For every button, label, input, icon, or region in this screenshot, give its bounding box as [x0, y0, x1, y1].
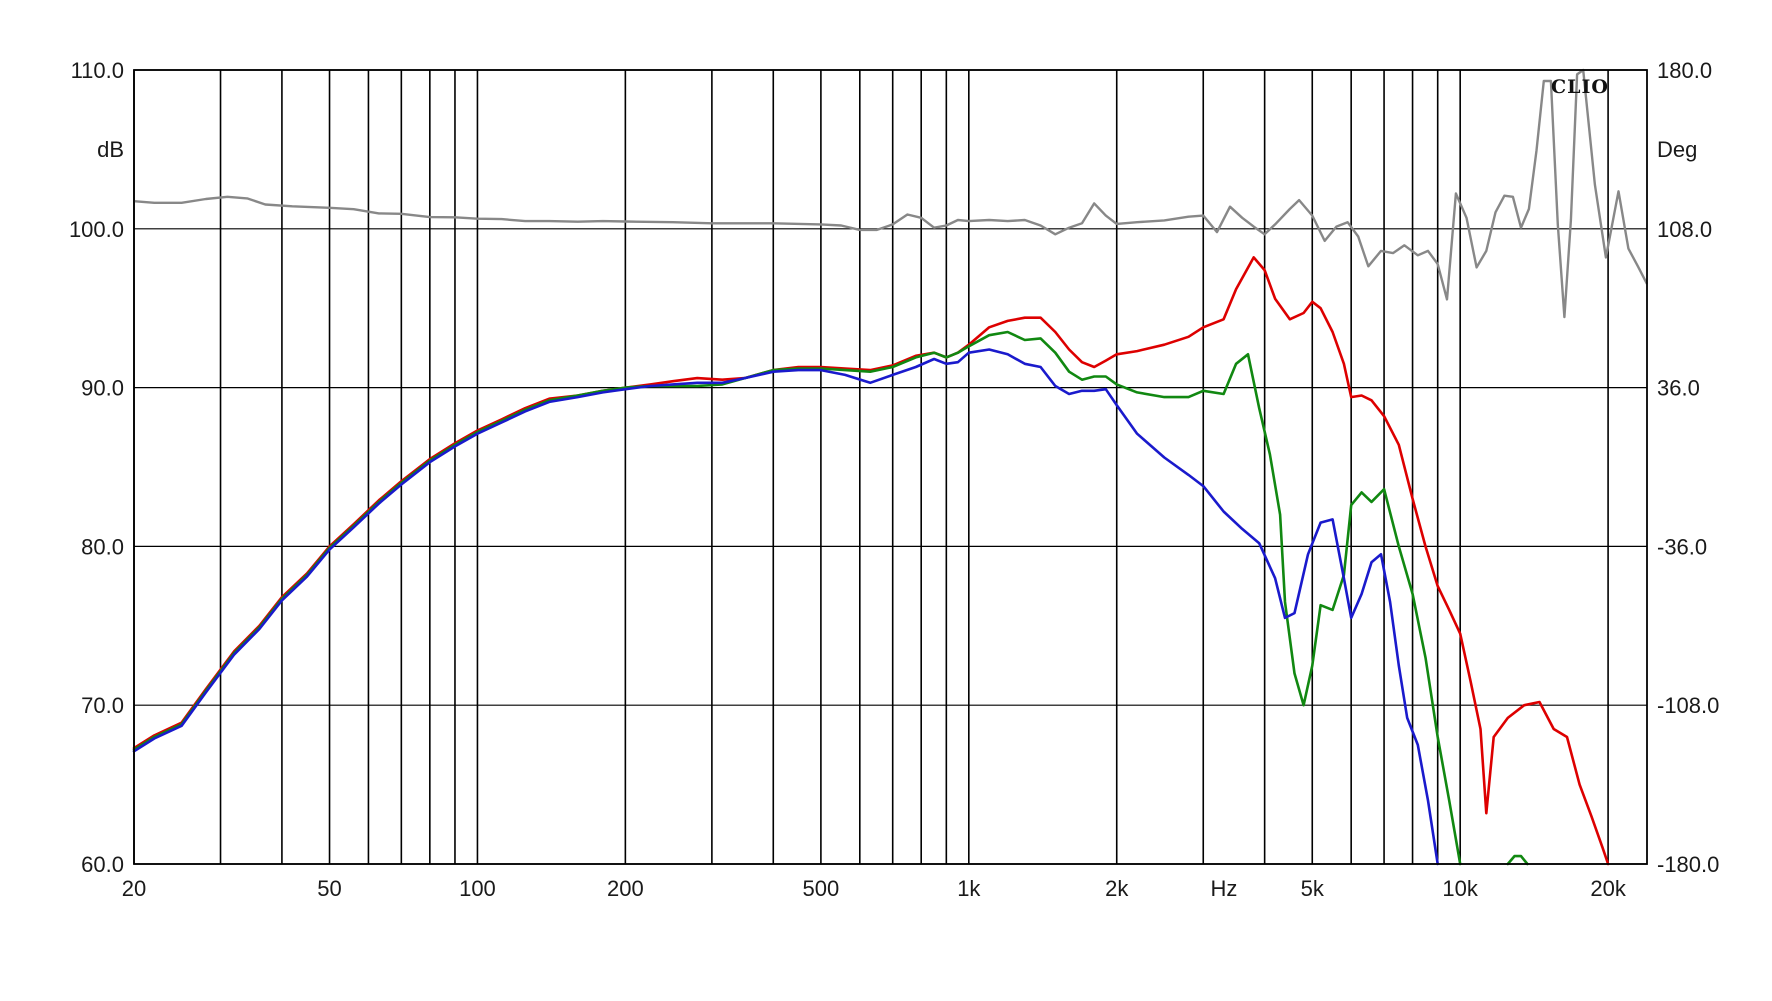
x-tick-labels: 20 50 100 200 500 1k 2k 5k 10k 20k: [122, 876, 1627, 901]
response-trace-2: [132, 348, 1439, 866]
y-right-tick-label: 108.0: [1657, 217, 1712, 242]
phase-trace-4: [133, 68, 1649, 319]
x-tick-label: 50: [317, 876, 341, 901]
y-left-tick-label: 90.0: [81, 376, 124, 401]
x-tick-label: 10k: [1442, 876, 1478, 901]
clio-logo: CLIO: [1551, 76, 1609, 98]
y-left-tick-label: 100.0: [69, 217, 124, 242]
x-tick-label: 500: [803, 876, 840, 901]
x-tick-label: 2k: [1105, 876, 1129, 901]
y-right-tick-labels: -180.0 -108.0 -36.0 36.0 108.0 180.0: [1657, 58, 1719, 877]
y-left-tick-label: 70.0: [81, 693, 124, 718]
x-tick-label: 1k: [957, 876, 981, 901]
plot-frame: [133, 69, 1648, 865]
y-right-tick-label: -108.0: [1657, 693, 1719, 718]
y-left-tick-label: 110.0: [71, 58, 124, 83]
y-right-tick-label: -36.0: [1657, 534, 1707, 559]
y-left-axis-unit-label: dB: [97, 137, 124, 162]
x-tick-label: 20k: [1590, 876, 1626, 901]
x-axis-unit-label: Hz: [1211, 876, 1238, 901]
x-tick-label: 20: [122, 876, 146, 901]
y-right-tick-label: 36.0: [1657, 376, 1700, 401]
x-tick-label: 5k: [1301, 876, 1325, 901]
response-trace-0: [132, 256, 1610, 866]
series-layer: [132, 68, 1649, 866]
x-tick-label: 200: [607, 876, 644, 901]
y-left-tick-label: 60.0: [81, 852, 124, 877]
y-left-tick-label: 80.0: [81, 534, 124, 559]
response-trace-3: [1506, 854, 1529, 866]
y-right-tick-label: 180.0: [1657, 58, 1712, 83]
response-trace-1: [132, 330, 1462, 866]
y-left-tick-labels: 60.0 70.0 80.0 90.0 100.0 110.0: [69, 58, 124, 877]
y-right-tick-label: -180.0: [1657, 852, 1719, 877]
y-right-axis-unit-label: Deg: [1657, 137, 1697, 162]
x-tick-label: 100: [459, 876, 496, 901]
